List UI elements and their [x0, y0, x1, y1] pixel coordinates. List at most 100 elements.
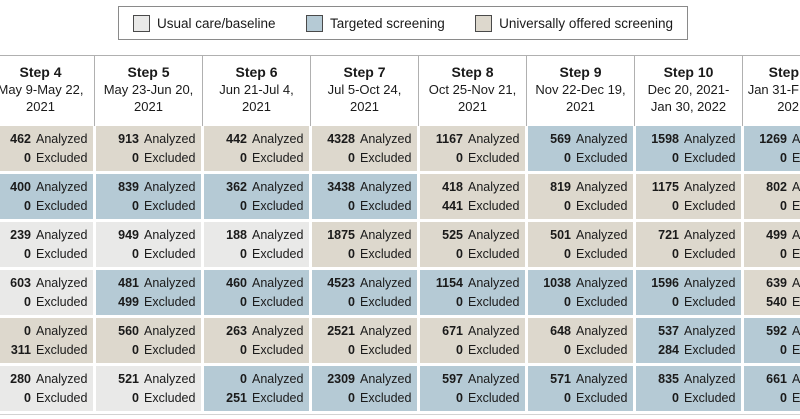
- analyzed-count: 592: [766, 323, 787, 338]
- table-cell-targeted: 571 Analyzed 0 Excluded: [528, 366, 633, 411]
- analyzed-count: 362: [226, 179, 247, 194]
- legend-label: Usual care/baseline: [157, 15, 276, 31]
- column-header: Step 10 Dec 20, 2021- Jan 30, 2022: [634, 56, 741, 126]
- excluded-line: 0 Excluded: [97, 245, 200, 264]
- analyzed-label: Analyzed: [36, 323, 88, 338]
- excluded-label: Excluded: [252, 246, 304, 261]
- excluded-label: Excluded: [36, 342, 88, 357]
- step-date-range: May 9-May 22, 2021: [0, 82, 84, 115]
- excluded-line: 0 Excluded: [421, 389, 524, 408]
- column-header: Step 6 Jun 21-Jul 4, 2021: [202, 56, 309, 126]
- excluded-label: Excluded: [684, 246, 736, 261]
- table-cell-universal: 418 Analyzed 441 Excluded: [420, 174, 525, 219]
- analyzed-label: Analyzed: [36, 179, 88, 194]
- analyzed-label: Analyzed: [468, 371, 520, 386]
- table-bottom-border: [0, 414, 800, 415]
- excluded-count: 0: [780, 198, 787, 213]
- excluded-line: 0 Excluded: [0, 149, 92, 168]
- legend-label: Targeted screening: [329, 15, 445, 31]
- table-cell-universal: 2521 Analyzed 0 Excluded: [312, 318, 417, 363]
- excluded-line: 0 Excluded: [97, 341, 200, 360]
- analyzed-line: 460 Analyzed: [205, 274, 308, 293]
- excluded-label: Excluded: [36, 246, 88, 261]
- analyzed-label: Analyzed: [684, 131, 736, 146]
- analyzed-line: 263 Analyzed: [205, 322, 308, 341]
- excluded-count: 0: [564, 150, 571, 165]
- excluded-count: 0: [24, 150, 31, 165]
- excluded-label: Excluded: [792, 150, 800, 165]
- excluded-label: Excluded: [684, 150, 736, 165]
- analyzed-line: 537 Analyzed: [637, 322, 740, 341]
- table-cell-targeted: 839 Analyzed 0 Excluded: [96, 174, 201, 219]
- analyzed-count: 1154: [435, 275, 463, 290]
- excluded-label: Excluded: [144, 150, 196, 165]
- excluded-label: Excluded: [468, 150, 520, 165]
- excluded-line: 251 Excluded: [205, 389, 308, 408]
- column-header: Step 9 Nov 22-Dec 19, 2021: [526, 56, 633, 126]
- table-cell-universal: 462 Analyzed 0 Excluded: [0, 126, 93, 171]
- excluded-line: 0 Excluded: [0, 197, 92, 216]
- analyzed-line: 501 Analyzed: [529, 226, 632, 245]
- table-cell-universal: 639 Analyzed 540 Excluded: [744, 270, 800, 315]
- step-date-range: Jul 5-Oct 24, 2021: [327, 82, 402, 115]
- analyzed-count: 280: [10, 371, 31, 386]
- table-cell-targeted: 569 Analyzed 0 Excluded: [528, 126, 633, 171]
- excluded-line: 0 Excluded: [421, 341, 524, 360]
- analyzed-label: Analyzed: [684, 323, 736, 338]
- excluded-line: 0 Excluded: [421, 149, 524, 168]
- analyzed-label: Analyzed: [576, 275, 628, 290]
- analyzed-count: 560: [118, 323, 139, 338]
- excluded-line: 0 Excluded: [529, 341, 632, 360]
- table-cell-targeted: 661 Analyzed 0 Excluded: [744, 366, 800, 411]
- analyzed-line: 188 Analyzed: [205, 226, 308, 245]
- analyzed-label: Analyzed: [792, 371, 800, 386]
- analyzed-line: 661 Analyzed: [745, 370, 800, 389]
- step-date-range: Dec 20, 2021- Jan 30, 2022: [647, 82, 730, 115]
- analyzed-line: 1175 Analyzed: [637, 178, 740, 197]
- excluded-line: 0 Excluded: [205, 293, 308, 312]
- excluded-line: 0 Excluded: [97, 389, 200, 408]
- excluded-count: 0: [24, 198, 31, 213]
- excluded-count: 0: [24, 246, 31, 261]
- excluded-label: Excluded: [792, 198, 800, 213]
- analyzed-label: Analyzed: [684, 275, 736, 290]
- excluded-label: Excluded: [252, 342, 304, 357]
- excluded-count: 0: [348, 246, 355, 261]
- analyzed-count: 569: [550, 131, 571, 146]
- excluded-label: Excluded: [252, 150, 304, 165]
- step-label: Step 5: [127, 64, 170, 80]
- analyzed-label: Analyzed: [576, 131, 628, 146]
- table-cell-targeted: 362 Analyzed 0 Excluded: [204, 174, 309, 219]
- analyzed-count: 499: [766, 227, 787, 242]
- excluded-line: 284 Excluded: [637, 341, 740, 360]
- excluded-count: 0: [672, 150, 679, 165]
- excluded-count: 0: [240, 294, 247, 309]
- analyzed-line: 639 Analyzed: [745, 274, 800, 293]
- analyzed-count: 949: [118, 227, 139, 242]
- excluded-line: 0 Excluded: [529, 389, 632, 408]
- table-cell-universal: 501 Analyzed 0 Excluded: [528, 222, 633, 267]
- excluded-line: 0 Excluded: [745, 197, 800, 216]
- excluded-label: Excluded: [36, 150, 88, 165]
- analyzed-count: 1038: [543, 275, 571, 290]
- excluded-line: 0 Excluded: [745, 149, 800, 168]
- step-label: Step 7: [343, 64, 386, 80]
- analyzed-line: 2309 Analyzed: [313, 370, 416, 389]
- excluded-label: Excluded: [684, 198, 736, 213]
- analyzed-label: Analyzed: [144, 323, 196, 338]
- table-header-row: Step 4 May 9-May 22, 2021 Step 5 May 23-Jun…: [0, 56, 800, 126]
- column-header: Step Jan 31-F 202: [742, 56, 800, 126]
- excluded-line: 0 Excluded: [421, 293, 524, 312]
- analyzed-count: 648: [550, 323, 571, 338]
- excluded-label: Excluded: [576, 390, 628, 405]
- table-cell-universal: 499 Analyzed 0 Excluded: [744, 222, 800, 267]
- table-cell-usual: 280 Analyzed 0 Excluded: [0, 366, 93, 411]
- table-cell-usual: 239 Analyzed 0 Excluded: [0, 222, 93, 267]
- analyzed-count: 239: [10, 227, 31, 242]
- excluded-count: 0: [132, 342, 139, 357]
- analyzed-label: Analyzed: [684, 227, 736, 242]
- excluded-count: 540: [766, 294, 787, 309]
- excluded-label: Excluded: [360, 198, 412, 213]
- analyzed-count: 481: [118, 275, 139, 290]
- analyzed-line: 560 Analyzed: [97, 322, 200, 341]
